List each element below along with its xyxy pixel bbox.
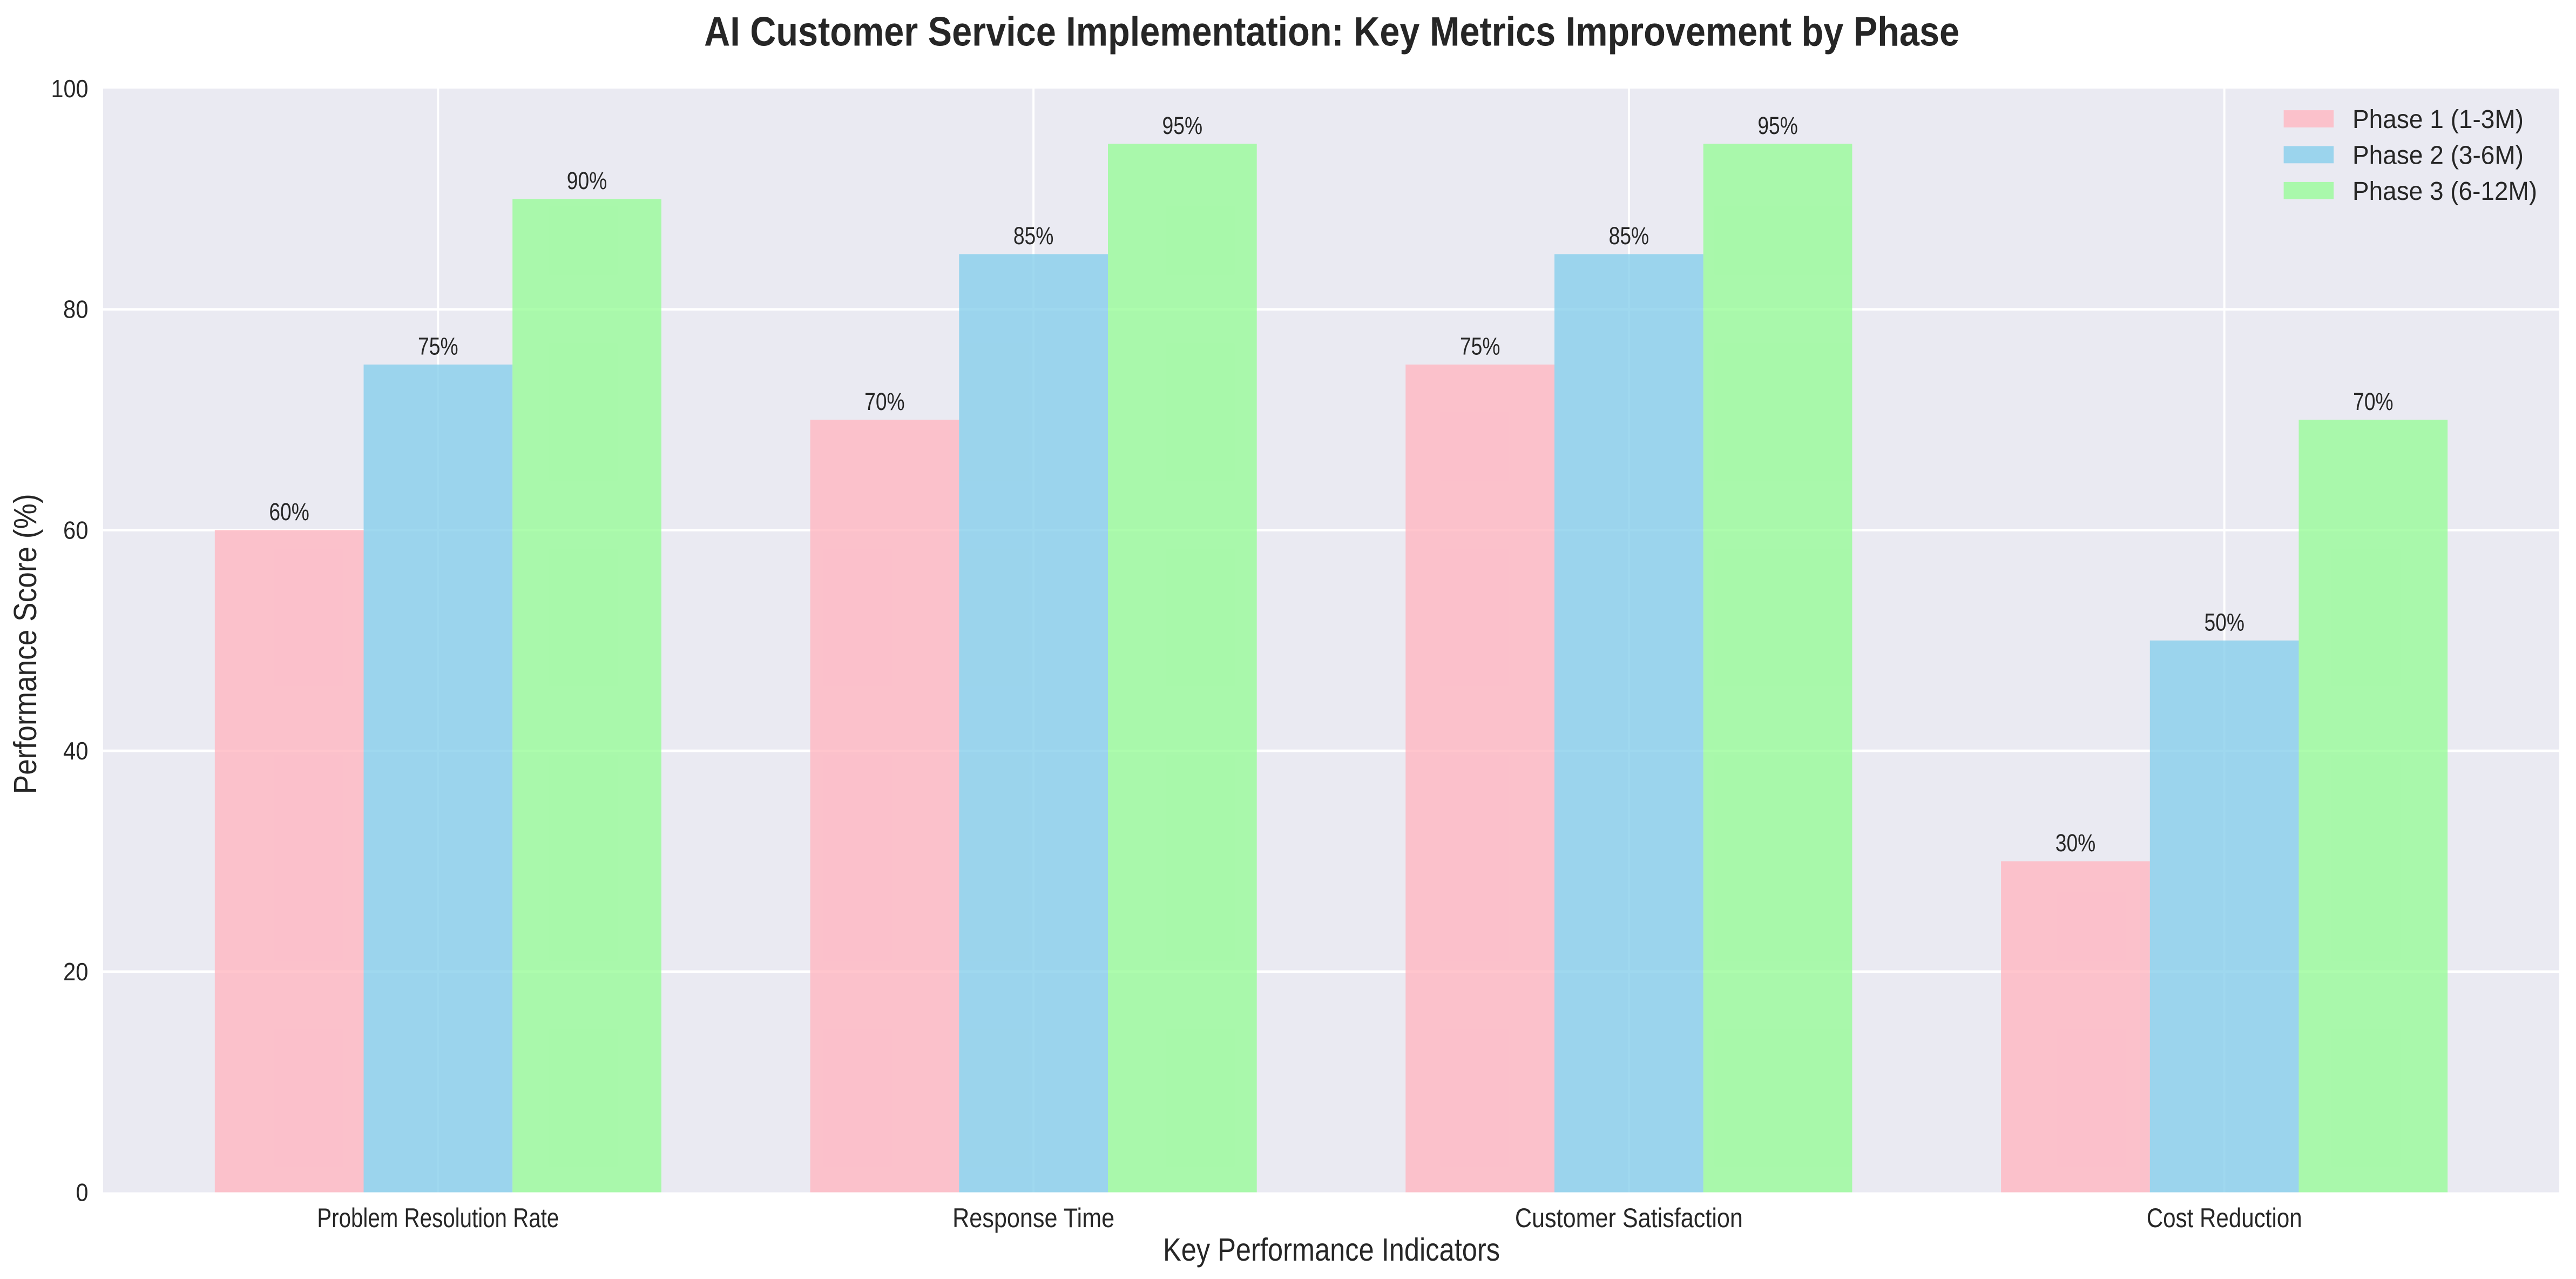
svg-text:90%: 90%	[567, 167, 607, 194]
svg-text:95%: 95%	[1162, 112, 1203, 139]
svg-text:100: 100	[51, 75, 89, 103]
svg-text:Phase 2 (3-6M): Phase 2 (3-6M)	[2352, 141, 2524, 170]
svg-text:AI Customer Service Implementa: AI Customer Service Implementation: Key …	[704, 9, 1959, 55]
svg-text:Key Performance Indicators: Key Performance Indicators	[1163, 1232, 1500, 1268]
svg-text:85%: 85%	[1609, 222, 1649, 250]
svg-text:Cost Reduction: Cost Reduction	[2147, 1203, 2302, 1233]
svg-text:85%: 85%	[1013, 222, 1054, 250]
svg-text:95%: 95%	[1757, 112, 1798, 139]
svg-text:0: 0	[76, 1179, 89, 1207]
svg-text:60%: 60%	[269, 498, 309, 526]
svg-text:70%: 70%	[2353, 388, 2394, 415]
svg-text:Problem Resolution Rate: Problem Resolution Rate	[317, 1203, 559, 1233]
svg-text:75%: 75%	[1460, 333, 1500, 360]
svg-text:Phase 3 (6-12M): Phase 3 (6-12M)	[2352, 177, 2537, 206]
svg-text:50%: 50%	[2204, 609, 2244, 636]
svg-text:30%: 30%	[2056, 829, 2096, 857]
svg-text:Performance Score (%): Performance Score (%)	[8, 494, 43, 794]
svg-text:Customer Satisfaction: Customer Satisfaction	[1515, 1203, 1743, 1233]
svg-text:80: 80	[63, 295, 89, 324]
svg-text:Response Time: Response Time	[952, 1203, 1114, 1233]
svg-text:Phase 1 (1-3M): Phase 1 (1-3M)	[2352, 105, 2524, 134]
svg-text:70%: 70%	[864, 388, 905, 415]
svg-text:60: 60	[63, 516, 89, 544]
svg-text:75%: 75%	[418, 333, 458, 360]
svg-text:40: 40	[63, 737, 89, 765]
svg-text:20: 20	[63, 958, 89, 986]
